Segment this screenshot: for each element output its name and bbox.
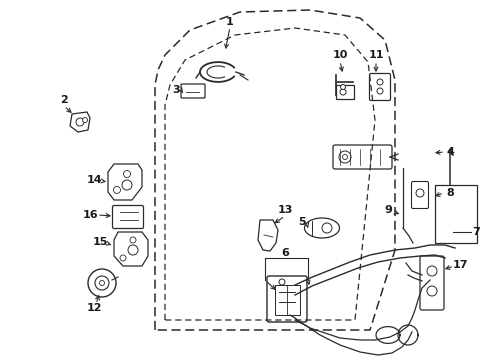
FancyBboxPatch shape (332, 145, 391, 169)
FancyBboxPatch shape (266, 276, 306, 322)
Text: 8: 8 (445, 188, 453, 198)
FancyBboxPatch shape (411, 181, 427, 208)
Polygon shape (114, 232, 148, 266)
Text: 11: 11 (367, 50, 383, 60)
FancyBboxPatch shape (419, 256, 443, 310)
Text: 4: 4 (445, 147, 453, 157)
Text: 12: 12 (86, 303, 102, 313)
Circle shape (426, 286, 436, 296)
Circle shape (122, 180, 132, 190)
Circle shape (113, 186, 120, 194)
FancyBboxPatch shape (369, 73, 390, 100)
Circle shape (76, 118, 84, 126)
Text: 15: 15 (92, 237, 107, 247)
Bar (434, 185, 476, 243)
Circle shape (426, 266, 436, 276)
Circle shape (338, 151, 350, 163)
Circle shape (321, 223, 331, 233)
Circle shape (82, 117, 87, 122)
Circle shape (279, 279, 285, 285)
Text: 9: 9 (383, 205, 391, 215)
Ellipse shape (304, 218, 339, 238)
Circle shape (376, 88, 382, 94)
Text: 6: 6 (281, 248, 288, 258)
Text: 7: 7 (471, 227, 479, 237)
Text: 17: 17 (451, 260, 467, 270)
Circle shape (339, 89, 346, 95)
FancyBboxPatch shape (112, 206, 143, 229)
Text: 2: 2 (60, 95, 68, 105)
Text: 1: 1 (225, 17, 233, 27)
FancyBboxPatch shape (181, 84, 204, 98)
Polygon shape (70, 112, 90, 132)
Circle shape (130, 237, 136, 243)
Circle shape (88, 269, 116, 297)
Circle shape (95, 276, 109, 290)
Text: 5: 5 (298, 217, 305, 227)
Polygon shape (258, 220, 278, 251)
Circle shape (123, 171, 130, 177)
Text: 16: 16 (82, 210, 98, 220)
Circle shape (376, 79, 382, 85)
Circle shape (340, 85, 345, 90)
Circle shape (120, 255, 126, 261)
Bar (335, 85, 353, 99)
Bar (274, 285, 299, 315)
Circle shape (128, 245, 138, 255)
Text: 3: 3 (172, 85, 180, 95)
Text: 10: 10 (332, 50, 347, 60)
Circle shape (342, 154, 347, 159)
Text: 14: 14 (87, 175, 102, 185)
Circle shape (99, 280, 104, 285)
Text: 13: 13 (277, 205, 292, 215)
Circle shape (415, 189, 423, 197)
Polygon shape (108, 164, 142, 200)
